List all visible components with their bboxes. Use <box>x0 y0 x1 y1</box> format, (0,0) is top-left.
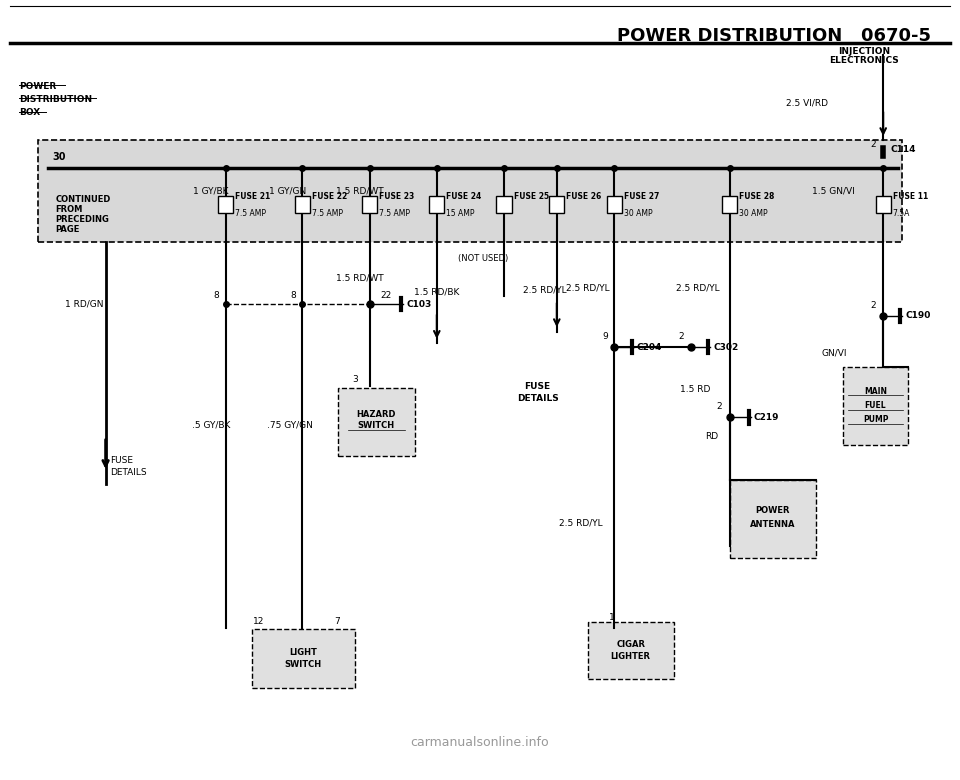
Text: 2.5 RD/YL: 2.5 RD/YL <box>523 285 567 295</box>
Text: LIGHT: LIGHT <box>289 648 318 657</box>
Bar <box>730 480 816 558</box>
Text: C204: C204 <box>636 342 661 352</box>
Text: FUEL: FUEL <box>865 401 886 410</box>
Text: 7.5A: 7.5A <box>893 208 910 218</box>
Bar <box>362 196 377 213</box>
Text: PUMP: PUMP <box>863 415 888 424</box>
Bar <box>843 367 908 445</box>
Text: FUSE 28: FUSE 28 <box>739 192 775 200</box>
Text: carmanualsonline.info: carmanualsonline.info <box>411 736 549 749</box>
Text: 15 AMP: 15 AMP <box>446 208 475 218</box>
Bar <box>218 196 233 213</box>
Text: 1.5 RD/BK: 1.5 RD/BK <box>414 287 460 296</box>
Text: 1.5 RD/WT: 1.5 RD/WT <box>336 273 384 282</box>
Text: FUSE: FUSE <box>110 456 133 466</box>
Bar <box>496 196 512 213</box>
Text: 1.5 RD/WT: 1.5 RD/WT <box>336 186 384 195</box>
Text: CONTINUED: CONTINUED <box>56 195 111 204</box>
Text: DETAILS: DETAILS <box>516 394 559 403</box>
Text: FUSE 24: FUSE 24 <box>446 192 482 200</box>
Text: HAZARD: HAZARD <box>356 410 396 419</box>
Text: 9: 9 <box>602 332 608 341</box>
Text: 7: 7 <box>334 616 340 626</box>
Text: SWITCH: SWITCH <box>358 421 395 431</box>
Text: DETAILS: DETAILS <box>110 468 147 477</box>
Text: FUSE 11: FUSE 11 <box>893 192 928 200</box>
Bar <box>588 622 674 679</box>
Text: .75 GY/GN: .75 GY/GN <box>267 420 313 429</box>
Text: RD: RD <box>705 432 718 441</box>
Text: 1.5 RD: 1.5 RD <box>680 385 710 395</box>
Text: 30: 30 <box>53 152 66 162</box>
Text: C103: C103 <box>406 300 431 309</box>
Text: POWER DISTRIBUTION   0670-5: POWER DISTRIBUTION 0670-5 <box>617 27 931 45</box>
Text: 8: 8 <box>213 291 219 300</box>
Text: C302: C302 <box>713 342 738 352</box>
Text: FROM: FROM <box>56 205 84 215</box>
Text: 12: 12 <box>252 616 264 626</box>
Text: 2: 2 <box>870 140 876 149</box>
Text: C190: C190 <box>905 311 930 321</box>
Text: ANTENNA: ANTENNA <box>750 520 796 530</box>
Text: 2: 2 <box>870 300 876 310</box>
Text: POWER: POWER <box>756 506 790 516</box>
Text: 1: 1 <box>609 613 614 622</box>
Text: 2: 2 <box>716 402 722 411</box>
Text: 1 RD/GN: 1 RD/GN <box>65 300 104 309</box>
Text: FUSE 25: FUSE 25 <box>514 192 549 200</box>
Text: CIGAR: CIGAR <box>616 640 645 649</box>
Bar <box>338 388 415 456</box>
Text: 2.5 RD/YL: 2.5 RD/YL <box>559 518 603 527</box>
Text: 3: 3 <box>352 374 358 384</box>
Text: FUSE: FUSE <box>524 382 551 392</box>
Bar <box>549 196 564 213</box>
Text: LIGHTER: LIGHTER <box>611 652 651 661</box>
Bar <box>429 196 444 213</box>
Text: 1 GY/GN: 1 GY/GN <box>270 186 306 195</box>
Text: POWER: POWER <box>19 82 57 91</box>
Text: ELECTRONICS: ELECTRONICS <box>829 56 899 66</box>
Text: PAGE: PAGE <box>56 225 80 235</box>
Text: 1 GY/BK: 1 GY/BK <box>194 186 228 195</box>
Text: 7.5 AMP: 7.5 AMP <box>235 208 266 218</box>
Bar <box>252 629 355 688</box>
Text: DISTRIBUTION: DISTRIBUTION <box>19 95 92 105</box>
Text: 2.5 RD/YL: 2.5 RD/YL <box>566 283 610 292</box>
Text: 30 AMP: 30 AMP <box>739 208 768 218</box>
Bar <box>722 196 737 213</box>
Text: BOX: BOX <box>19 108 40 118</box>
Text: 2.5 RD/YL: 2.5 RD/YL <box>677 283 720 292</box>
Text: SWITCH: SWITCH <box>285 661 322 669</box>
Text: 30 AMP: 30 AMP <box>624 208 653 218</box>
Text: 2.5 VI/RD: 2.5 VI/RD <box>785 98 828 108</box>
Text: INJECTION: INJECTION <box>838 47 890 56</box>
Text: FUSE 23: FUSE 23 <box>379 192 415 200</box>
Text: FUSE 27: FUSE 27 <box>624 192 660 200</box>
Text: 22: 22 <box>380 291 392 300</box>
Text: C219: C219 <box>754 413 780 422</box>
Bar <box>295 196 310 213</box>
Text: 1.5 GN/VI: 1.5 GN/VI <box>812 186 854 195</box>
Text: 8: 8 <box>290 291 296 300</box>
Text: .5 GY/BK: .5 GY/BK <box>192 420 230 429</box>
Text: (NOT USED): (NOT USED) <box>458 254 508 263</box>
Bar <box>38 140 902 242</box>
Text: FUSE 21: FUSE 21 <box>235 192 271 200</box>
Text: FUSE 22: FUSE 22 <box>312 192 348 200</box>
Text: 2: 2 <box>679 332 684 341</box>
Text: MAIN: MAIN <box>864 387 887 396</box>
Text: 7.5 AMP: 7.5 AMP <box>379 208 410 218</box>
Text: C114: C114 <box>891 145 917 154</box>
Bar <box>876 196 891 213</box>
Text: 7.5 AMP: 7.5 AMP <box>312 208 343 218</box>
Text: FUSE 26: FUSE 26 <box>566 192 602 200</box>
Bar <box>607 196 622 213</box>
Text: GN/VI: GN/VI <box>821 348 847 357</box>
Text: PRECEDING: PRECEDING <box>56 215 109 225</box>
